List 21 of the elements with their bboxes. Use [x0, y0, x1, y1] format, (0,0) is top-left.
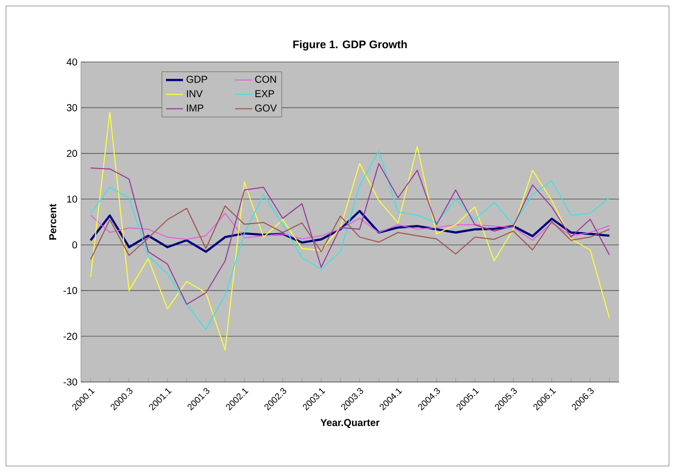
legend-label: EXP	[255, 90, 274, 98]
y-tick-label: 40	[66, 58, 78, 66]
y-tick-label: -10	[64, 287, 78, 294]
line-series	[90, 150, 610, 330]
line-series	[90, 205, 610, 260]
y-tick-label: 10	[67, 196, 78, 203]
chart-title: Figure 1. GDP Growth	[293, 40, 407, 50]
legend-label: IMP	[187, 104, 204, 112]
y-tick-label: 0	[72, 241, 78, 248]
legend-label: CON	[255, 76, 276, 83]
y-tick-label: 30	[66, 104, 78, 112]
legend-label: GOV	[255, 104, 277, 112]
legend-label: INV	[187, 90, 203, 98]
y-tick-label: -30	[64, 378, 78, 386]
y-tick-label: 20	[66, 150, 78, 157]
line-series	[90, 112, 610, 350]
y-axis-title: Percent	[49, 204, 56, 240]
line-series	[90, 162, 610, 305]
legend-label: GDP	[186, 76, 208, 83]
y-tick-label: -20	[64, 332, 78, 340]
x-axis-title: Year.Quarter	[320, 419, 380, 428]
